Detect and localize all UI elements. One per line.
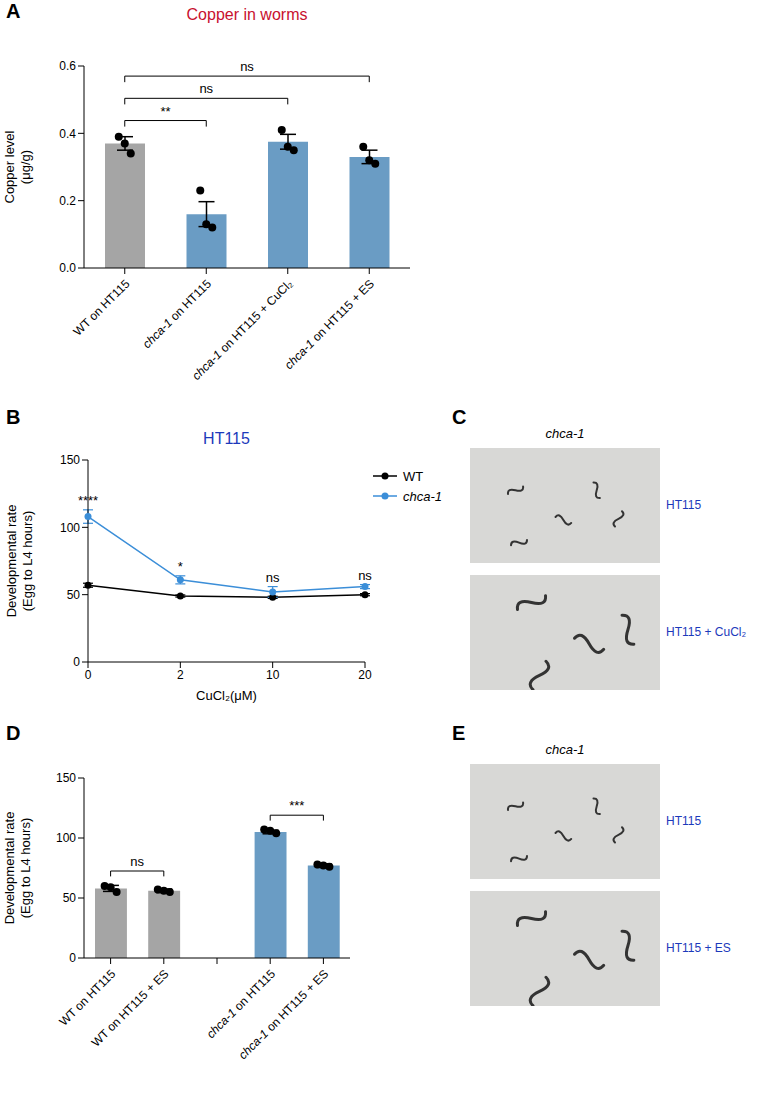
svg-text:20: 20 bbox=[358, 668, 372, 682]
svg-text:ns: ns bbox=[130, 854, 144, 869]
html-text:E: E bbox=[452, 722, 466, 744]
html-text:HT115 + CuCl₂: HT115 + CuCl₂ bbox=[666, 624, 747, 639]
svg-text:ns: ns bbox=[266, 570, 280, 585]
html-text:chca-1: chca-1 bbox=[545, 426, 585, 441]
svg-text:chca-1 on HT115: chca-1 on HT115 bbox=[140, 276, 215, 351]
html-text:HT115 + ES: HT115 + ES bbox=[666, 940, 731, 955]
svg-text:ns: ns bbox=[199, 81, 213, 96]
svg-text:ns: ns bbox=[358, 568, 372, 583]
svg-text:150: 150 bbox=[60, 453, 80, 467]
html-text:CuCl₂(μM): CuCl₂(μM) bbox=[196, 688, 257, 703]
svg-text:0.2: 0.2 bbox=[59, 194, 76, 208]
svg-text:WT on HT115: WT on HT115 bbox=[71, 276, 133, 338]
svg-text:100: 100 bbox=[56, 831, 76, 845]
svg-text:***: *** bbox=[289, 798, 304, 813]
svg-text:*: * bbox=[178, 559, 183, 574]
html-text:Copper level: Copper level bbox=[2, 130, 17, 204]
svg-text:WT on HT115: WT on HT115 bbox=[56, 966, 119, 1029]
svg-text:50: 50 bbox=[63, 891, 77, 905]
svg-text:WT on HT115 + ES: WT on HT115 + ES bbox=[89, 967, 172, 1050]
svg-text:10: 10 bbox=[266, 668, 280, 682]
svg-text:0: 0 bbox=[69, 951, 76, 965]
svg-text:50: 50 bbox=[67, 588, 81, 602]
svg-text:0: 0 bbox=[85, 668, 92, 682]
svg-text:0.6: 0.6 bbox=[59, 59, 76, 73]
svg-text:0.4: 0.4 bbox=[59, 127, 76, 141]
html-text:chca-1: chca-1 bbox=[203, 1005, 239, 1042]
svg-text:2: 2 bbox=[177, 668, 184, 682]
svg-text:ns: ns bbox=[240, 59, 254, 74]
svg-text:100: 100 bbox=[60, 521, 80, 535]
svg-text:**: ** bbox=[160, 104, 170, 119]
html-text:(μg/g): (μg/g) bbox=[18, 149, 33, 185]
svg-text:chca-1 on HT115 + CuCl₂: chca-1 on HT115 + CuCl₂ bbox=[189, 276, 295, 382]
html-text:Developmental rate: Developmental rate bbox=[2, 811, 17, 925]
html-text:WT: WT bbox=[403, 468, 424, 484]
html-text:(Egg to L4 hours): (Egg to L4 hours) bbox=[18, 817, 33, 919]
svg-text:chca-1 on HT115 + ES: chca-1 on HT115 + ES bbox=[282, 277, 377, 372]
html-text:A: A bbox=[6, 0, 21, 22]
html-text:HT115: HT115 bbox=[203, 430, 250, 447]
svg-text:0.0: 0.0 bbox=[59, 261, 76, 275]
html-text:HT115: HT115 bbox=[666, 813, 702, 828]
html-text:(Egg to L4 hours): (Egg to L4 hours) bbox=[20, 510, 35, 612]
html-text:chca-1: chca-1 bbox=[545, 742, 585, 757]
svg-text:****: **** bbox=[78, 493, 98, 508]
html-text:D: D bbox=[6, 722, 21, 744]
html-text:HT115: HT115 bbox=[666, 497, 702, 512]
html-text:chca-1: chca-1 bbox=[403, 488, 442, 504]
html-text:Copper in worms: Copper in worms bbox=[186, 6, 308, 23]
svg-text:150: 150 bbox=[56, 771, 76, 785]
html-text:Developmental rate: Developmental rate bbox=[4, 504, 19, 618]
svg-text:chca-1 on HT115 + ES: chca-1 on HT115 + ES bbox=[236, 967, 331, 1062]
html-text:B: B bbox=[6, 406, 21, 428]
svg-text:0: 0 bbox=[73, 655, 80, 669]
html-text:C: C bbox=[452, 406, 467, 428]
